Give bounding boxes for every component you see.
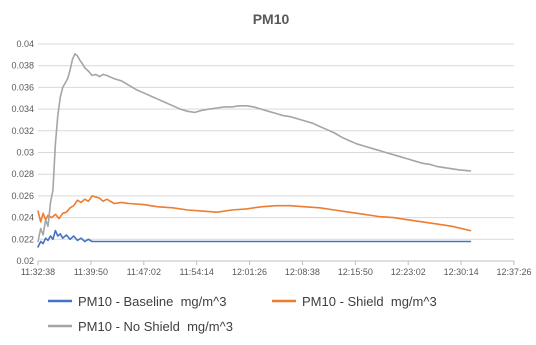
x-tick-label: 12:30:14 (444, 267, 479, 277)
legend: PM10 - Baseline mg/m^3 PM10 - Shield mg/m… (48, 294, 437, 334)
x-tick-label: 12:37:26 (496, 267, 531, 277)
series-line-1 (37, 229, 472, 248)
x-tick-label: 12:23:02 (391, 267, 426, 277)
chart-title: PM10 (253, 11, 290, 27)
x-tick-label: 11:32:38 (21, 267, 55, 277)
y-tick-label: 0.022 (11, 234, 34, 244)
x-tick-label: 11:47:02 (127, 267, 161, 277)
y-tick-label: 0.038 (11, 61, 34, 71)
legend-label: PM10 - No Shield mg/m^3 (78, 319, 233, 334)
y-tick-label: 0.03 (16, 148, 34, 158)
x-tick-label: 11:54:14 (179, 267, 213, 277)
x-axis-tick-labels: 11:32:38 11:39:50 11:47:02 11:54:14 12:01:26… (21, 267, 532, 277)
y-tick-label: 0.024 (11, 213, 34, 223)
y-tick-label: 0.02 (16, 256, 34, 266)
x-tick-label: 12:01:26 (232, 267, 267, 277)
legend-label: PM10 - Shield mg/m^3 (302, 294, 437, 309)
series-line-3 (37, 53, 472, 243)
series-line-2 (37, 195, 472, 232)
x-tick-label: 11:39:50 (74, 267, 108, 277)
x-tick-label: 12:08:38 (285, 267, 320, 277)
x-tick-label: 12:15:50 (338, 267, 373, 277)
y-tick-label: 0.028 (11, 169, 34, 179)
axes (37, 260, 515, 265)
legend-label: PM10 - Baseline mg/m^3 (78, 294, 226, 309)
y-axis-tick-labels: 0.02 0.022 0.024 0.026 0.028 0.03 0.032 0.034 0.… (11, 39, 34, 266)
y-tick-label: 0.036 (11, 82, 34, 92)
gridlines (38, 43, 514, 262)
y-tick-label: 0.04 (16, 39, 34, 49)
y-tick-label: 0.026 (11, 191, 34, 201)
y-tick-label: 0.034 (11, 104, 34, 114)
series-layer (37, 53, 472, 248)
y-tick-label: 0.032 (11, 126, 34, 136)
